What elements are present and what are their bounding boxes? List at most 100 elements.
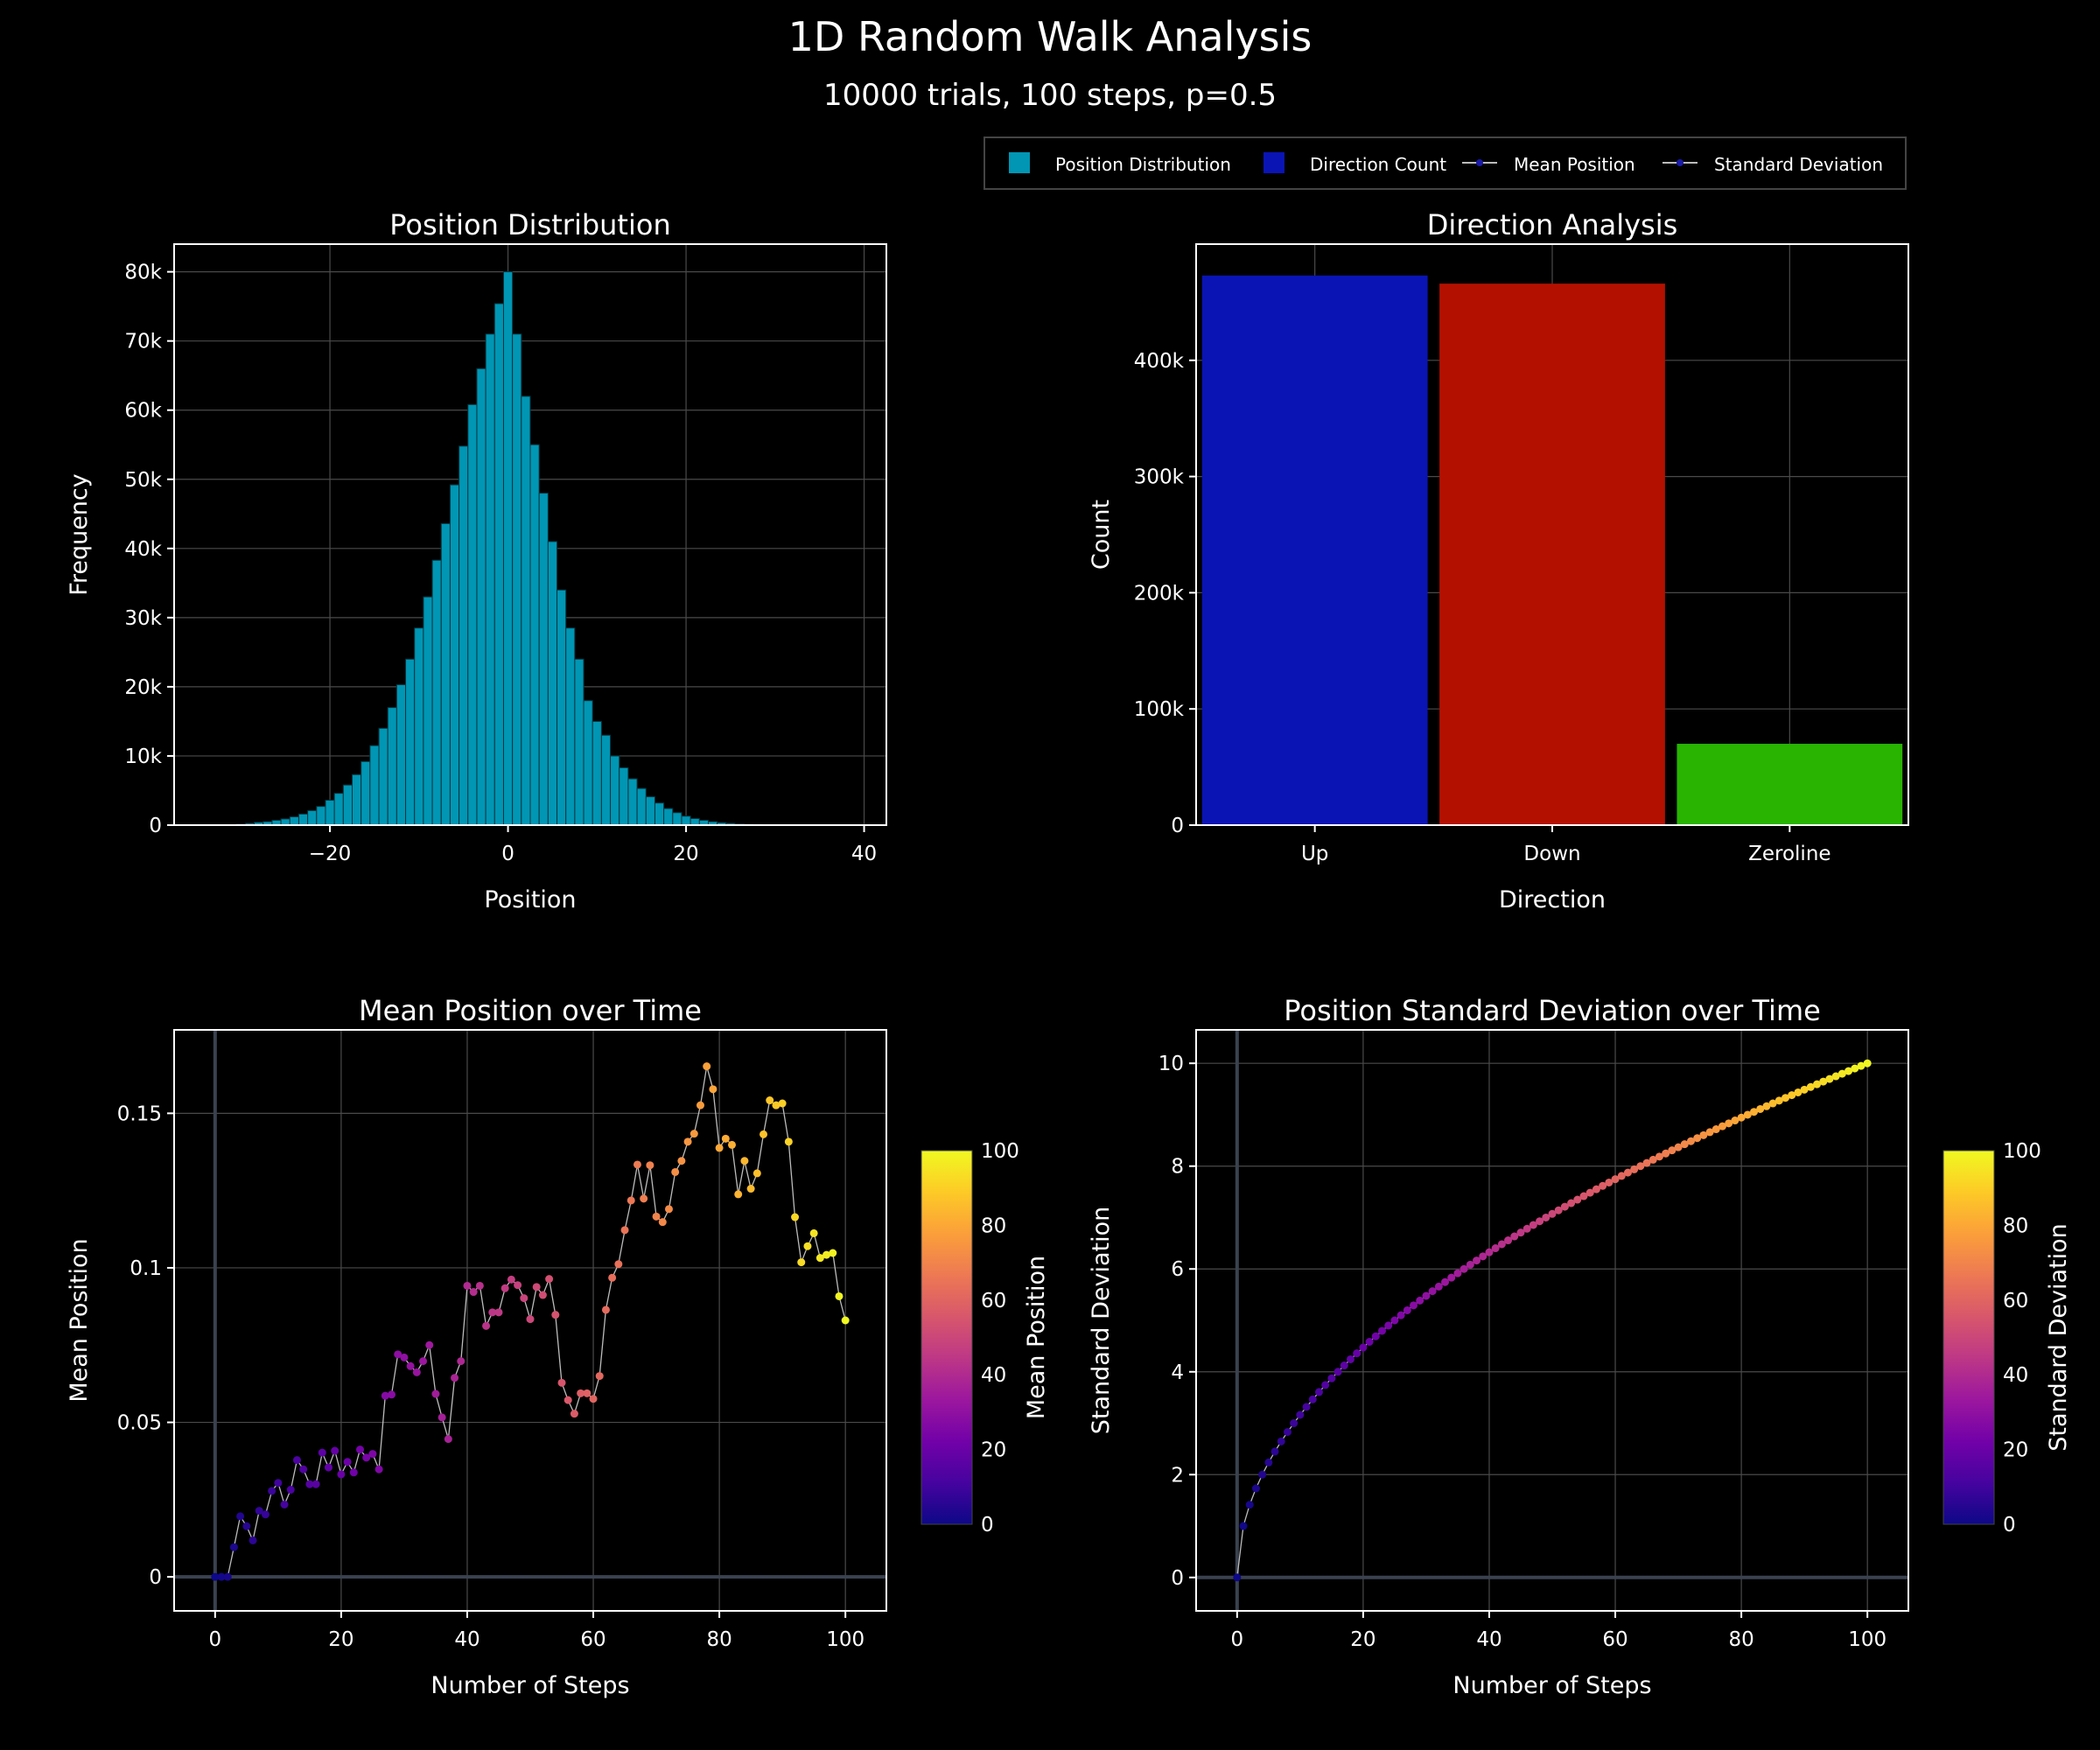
data-point bbox=[1586, 1188, 1594, 1197]
data-point bbox=[343, 1458, 352, 1466]
legend-label-3: Standard Deviation bbox=[1714, 154, 1883, 175]
data-point bbox=[620, 1226, 629, 1235]
colorbar bbox=[920, 1150, 973, 1525]
data-point bbox=[1504, 1236, 1513, 1245]
legend-label-2: Mean Position bbox=[1514, 154, 1635, 175]
histogram-bar bbox=[352, 774, 362, 826]
histogram-bar bbox=[512, 333, 522, 826]
data-point bbox=[1768, 1099, 1777, 1108]
legend-swatch-1 bbox=[1264, 152, 1284, 173]
data-point bbox=[772, 1101, 780, 1110]
x-tick-label: 0 bbox=[209, 1628, 222, 1651]
data-point bbox=[1718, 1122, 1726, 1130]
y-tick-label: 6 bbox=[1171, 1258, 1184, 1281]
data-point bbox=[514, 1281, 522, 1290]
data-point bbox=[1611, 1175, 1620, 1184]
data-point bbox=[696, 1101, 704, 1110]
histogram-bar bbox=[431, 559, 442, 826]
data-point bbox=[1857, 1061, 1866, 1070]
colorbar-tick-label: 20 bbox=[981, 1439, 1006, 1462]
y-tick-label: 0 bbox=[1171, 1567, 1184, 1590]
y-axis-label: Mean Position bbox=[66, 1238, 93, 1402]
data-point bbox=[1686, 1137, 1695, 1145]
data-point bbox=[1529, 1221, 1537, 1229]
histogram-bar bbox=[467, 403, 478, 826]
data-point bbox=[337, 1470, 346, 1479]
y-tick-label: 50k bbox=[124, 469, 162, 492]
data-point bbox=[551, 1311, 560, 1320]
y-tick-label: 2 bbox=[1171, 1464, 1184, 1487]
data-point bbox=[1642, 1158, 1651, 1167]
data-point bbox=[1782, 1094, 1790, 1102]
data-point bbox=[1258, 1470, 1267, 1479]
plot-background bbox=[1196, 1030, 1908, 1611]
data-point bbox=[1819, 1077, 1828, 1086]
data-point bbox=[1233, 1573, 1242, 1582]
legend-label-0: Position Distribution bbox=[1055, 154, 1231, 175]
data-point bbox=[494, 1308, 503, 1317]
data-point bbox=[778, 1099, 787, 1108]
subplot-title: Direction Analysis bbox=[1427, 208, 1678, 242]
data-point bbox=[1712, 1125, 1720, 1134]
data-point bbox=[362, 1453, 371, 1462]
y-axis-label: Standard Deviation bbox=[1088, 1207, 1115, 1435]
data-point bbox=[557, 1378, 566, 1387]
x-axis-label: Number of Steps bbox=[1452, 1672, 1651, 1699]
data-point bbox=[1554, 1206, 1563, 1214]
x-tick-label: 40 bbox=[851, 843, 877, 865]
y-tick-label: 10 bbox=[1158, 1053, 1184, 1075]
histogram-bar bbox=[663, 808, 674, 826]
data-point bbox=[545, 1275, 554, 1284]
data-point bbox=[374, 1465, 383, 1474]
histogram-bar bbox=[316, 806, 326, 826]
legend-box bbox=[984, 136, 1907, 190]
legend-swatch-0 bbox=[1009, 152, 1030, 173]
data-point bbox=[746, 1185, 755, 1194]
data-point bbox=[1737, 1113, 1746, 1122]
y-tick-label: 4 bbox=[1171, 1362, 1184, 1384]
colorbar-tick-label: 60 bbox=[981, 1290, 1006, 1312]
direction-bar-zeroline bbox=[1676, 744, 1903, 825]
data-point bbox=[1599, 1181, 1607, 1190]
histogram-bar bbox=[289, 816, 299, 826]
data-point bbox=[1756, 1104, 1765, 1113]
data-point bbox=[1636, 1162, 1645, 1171]
data-point bbox=[829, 1249, 837, 1257]
y-tick-label: 10k bbox=[124, 746, 162, 768]
x-tick-label: 0 bbox=[1231, 1628, 1244, 1651]
data-point bbox=[1567, 1199, 1576, 1208]
x-tick-label: 20 bbox=[1350, 1628, 1376, 1651]
colorbar-tick-label: 0 bbox=[2003, 1514, 2016, 1536]
histogram-bar bbox=[378, 727, 388, 826]
histogram-bar bbox=[690, 817, 700, 826]
data-point bbox=[1831, 1072, 1840, 1081]
data-point bbox=[728, 1140, 737, 1149]
data-point bbox=[1800, 1085, 1809, 1094]
data-point bbox=[734, 1190, 743, 1199]
histogram-bar bbox=[387, 707, 397, 826]
data-point bbox=[236, 1512, 245, 1521]
colorbar bbox=[1942, 1150, 1995, 1525]
data-point bbox=[488, 1308, 497, 1317]
data-point bbox=[1334, 1368, 1342, 1376]
data-point bbox=[671, 1167, 680, 1176]
colorbar-tick-label: 100 bbox=[2003, 1140, 2041, 1163]
data-point bbox=[1270, 1447, 1279, 1456]
x-tick-label: 40 bbox=[454, 1628, 480, 1651]
data-point bbox=[1762, 1102, 1771, 1110]
data-point bbox=[261, 1510, 270, 1519]
data-point bbox=[1573, 1195, 1582, 1204]
histogram-bar bbox=[494, 303, 504, 826]
data-point bbox=[1788, 1091, 1796, 1100]
data-point bbox=[242, 1522, 251, 1530]
data-point bbox=[1410, 1301, 1418, 1310]
data-point bbox=[419, 1357, 428, 1366]
data-point bbox=[1844, 1067, 1853, 1075]
data-point bbox=[1750, 1108, 1759, 1116]
data-point bbox=[1485, 1248, 1494, 1256]
data-point bbox=[652, 1212, 661, 1221]
data-point bbox=[1353, 1349, 1362, 1358]
data-point bbox=[677, 1157, 686, 1166]
data-point bbox=[475, 1281, 484, 1290]
plot-frame bbox=[1195, 1029, 1909, 1612]
